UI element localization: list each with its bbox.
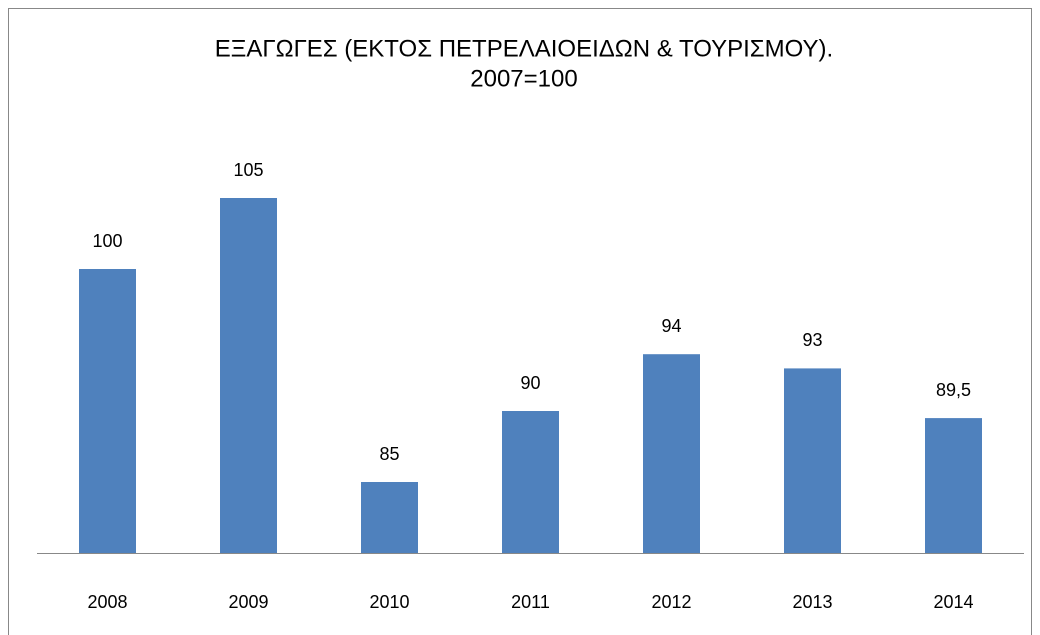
data-label: 85 — [379, 444, 399, 464]
x-tick-label: 2011 — [511, 592, 550, 612]
data-label: 94 — [661, 316, 681, 336]
x-tick-label: 2014 — [933, 592, 973, 612]
data-label: 105 — [233, 160, 263, 180]
bar — [79, 269, 136, 553]
x-tick-label: 2013 — [792, 592, 832, 612]
x-tick-label: 2010 — [369, 592, 409, 612]
chart-title: ΕΞΑΓΩΓΕΣ (ΕΚΤΟΣ ΠΕΤΡΕΛΑΙΟΕΙΔΩΝ & ΤΟΥΡΙΣΜ… — [215, 35, 833, 62]
data-label: 93 — [802, 330, 822, 350]
data-label: 90 — [520, 373, 540, 393]
x-tick-label: 2008 — [87, 592, 127, 612]
bar — [502, 411, 559, 553]
x-tick-label: 2012 — [651, 592, 691, 612]
data-label: 89,5 — [936, 380, 971, 400]
x-tick-label: 2009 — [228, 592, 268, 612]
bar — [643, 354, 700, 553]
chart-title: 2007=100 — [470, 65, 577, 92]
bar — [220, 198, 277, 553]
data-label: 100 — [92, 231, 122, 251]
bar — [925, 418, 982, 553]
bar — [784, 368, 841, 553]
bar — [361, 482, 418, 553]
